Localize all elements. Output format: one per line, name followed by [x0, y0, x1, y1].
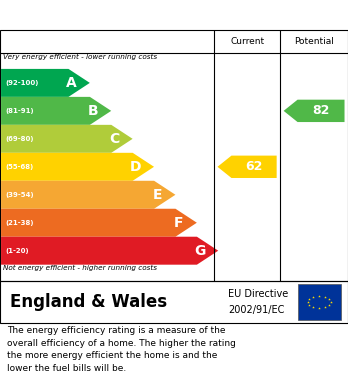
Text: (69-80): (69-80) — [5, 136, 34, 142]
Text: Current: Current — [230, 37, 264, 46]
Text: EU Directive: EU Directive — [228, 289, 288, 300]
Text: Not energy efficient - higher running costs: Not energy efficient - higher running co… — [3, 265, 158, 271]
Text: F: F — [174, 216, 183, 230]
Text: Very energy efficient - lower running costs: Very energy efficient - lower running co… — [3, 54, 158, 60]
Polygon shape — [1, 181, 175, 209]
Text: (21-38): (21-38) — [5, 220, 34, 226]
Text: D: D — [130, 160, 142, 174]
Text: C: C — [109, 132, 120, 146]
Text: 2002/91/EC: 2002/91/EC — [228, 305, 284, 315]
Polygon shape — [1, 69, 90, 97]
Text: (55-68): (55-68) — [5, 164, 33, 170]
Polygon shape — [218, 156, 277, 178]
Text: E: E — [152, 188, 162, 202]
Text: (92-100): (92-100) — [5, 80, 39, 86]
Polygon shape — [1, 97, 111, 125]
Text: A: A — [66, 76, 77, 90]
Text: The energy efficiency rating is a measure of the
overall efficiency of a home. T: The energy efficiency rating is a measur… — [7, 326, 236, 373]
Text: (39-54): (39-54) — [5, 192, 34, 198]
Text: (81-91): (81-91) — [5, 108, 34, 114]
Polygon shape — [1, 125, 133, 153]
Bar — [298, 284, 341, 319]
Text: England & Wales: England & Wales — [10, 293, 168, 311]
Text: Energy Efficiency Rating: Energy Efficiency Rating — [5, 7, 215, 23]
Polygon shape — [284, 100, 345, 122]
Text: G: G — [195, 244, 206, 258]
Polygon shape — [1, 209, 197, 237]
Text: 62: 62 — [245, 160, 263, 173]
Text: (1-20): (1-20) — [5, 248, 29, 254]
Text: B: B — [88, 104, 98, 118]
Polygon shape — [1, 237, 218, 265]
Text: 82: 82 — [313, 104, 330, 117]
Polygon shape — [1, 153, 154, 181]
Text: Potential: Potential — [294, 37, 334, 46]
